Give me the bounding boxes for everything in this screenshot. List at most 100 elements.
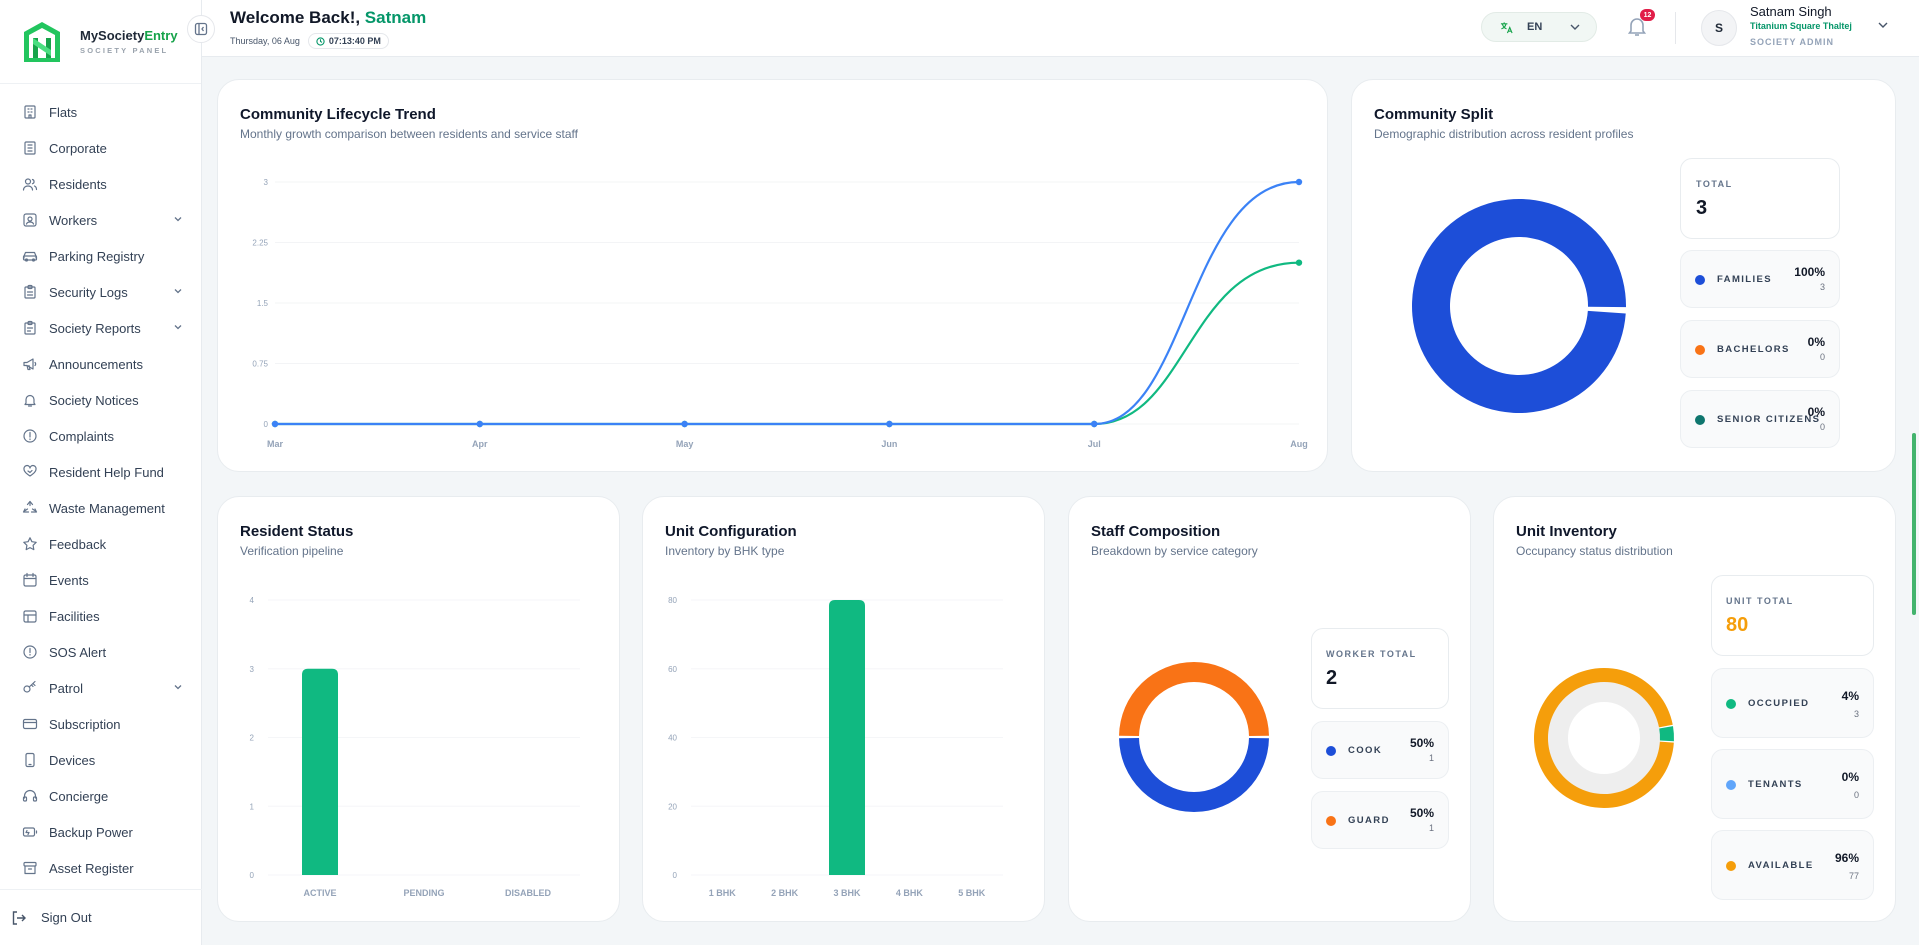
donut-slice bbox=[1659, 726, 1674, 742]
chevron-down-icon bbox=[174, 217, 182, 222]
donut-inner-ring bbox=[1548, 682, 1660, 794]
sidebar-item-complaints[interactable]: Complaints bbox=[0, 418, 201, 454]
profile-name[interactable]: Satnam Singh bbox=[1750, 4, 1832, 19]
legend-count: 0 bbox=[1819, 352, 1825, 362]
series-line bbox=[274, 261, 1300, 426]
sidebar-item-events[interactable]: Events bbox=[0, 562, 201, 598]
sidebar-item-parking-registry[interactable]: Parking Registry bbox=[0, 238, 201, 274]
facility-icon bbox=[22, 608, 38, 624]
card-subtitle: Inventory by BHK type bbox=[665, 544, 785, 558]
current-date: Thursday, 06 Aug bbox=[230, 36, 300, 46]
clock-icon bbox=[316, 36, 325, 46]
legend-percent: 96% bbox=[1834, 851, 1859, 865]
sidebar-item-flats[interactable]: Flats bbox=[0, 94, 201, 130]
x-tick-label: Jul bbox=[1088, 439, 1101, 449]
lifecycle-line-chart: 0 0.75 1.5 2.25 3 Mar Apr May Jun Jul Aug bbox=[252, 178, 1307, 449]
legend-percent: 50% bbox=[1409, 806, 1434, 820]
sidebar-item-asset-register[interactable]: Asset Register bbox=[0, 850, 201, 886]
card-subtitle: Demographic distribution across resident… bbox=[1374, 127, 1634, 141]
card-title: Staff Composition bbox=[1091, 523, 1221, 540]
sidebar-item-society-reports[interactable]: Society Reports bbox=[0, 310, 201, 346]
megaphone-icon bbox=[22, 356, 38, 372]
sidebar-item-corporate[interactable]: Corporate bbox=[0, 130, 201, 166]
legend-count: 77 bbox=[1848, 871, 1859, 881]
worker-total-box: WORKER TOTAL 2 bbox=[1311, 628, 1449, 709]
recycle-icon bbox=[22, 500, 38, 516]
sidebar-toggle-button[interactable] bbox=[187, 15, 215, 43]
avatar[interactable]: S bbox=[1701, 10, 1737, 46]
sidebar-item-resident-help-fund[interactable]: Resident Help Fund bbox=[0, 454, 201, 490]
x-tick-label: DISABLED bbox=[505, 888, 552, 898]
calendar-icon bbox=[22, 572, 38, 588]
legend-item-bachelors: BACHELORS 0% 0 bbox=[1680, 320, 1840, 378]
sidebar-item-concierge[interactable]: Concierge bbox=[0, 778, 201, 814]
sidebar-item-residents[interactable]: Residents bbox=[0, 166, 201, 202]
sidebar-item-label: Concierge bbox=[49, 788, 109, 804]
resident-status-bar-chart: 0 1 2 3 4 ACTIVE PENDING DISABLED bbox=[250, 596, 580, 898]
sidebar-item-label: Society Notices bbox=[49, 392, 139, 408]
unit-inventory-card: Unit Inventory Occupancy status distribu… bbox=[1493, 496, 1896, 922]
y-tick-label: 1 bbox=[250, 802, 255, 811]
sidebar-nav: Flats Corporate Residents Workers Parking Re… bbox=[0, 84, 201, 886]
sos-icon bbox=[22, 644, 38, 660]
sidebar-item-backup-power[interactable]: Backup Power bbox=[0, 814, 201, 850]
report-icon bbox=[22, 320, 38, 336]
bar bbox=[829, 600, 865, 875]
chevron-down-icon bbox=[174, 325, 182, 330]
sign-out-button[interactable]: Sign Out bbox=[0, 889, 202, 945]
stat-value: 2 bbox=[1326, 667, 1338, 689]
brand-subtitle: SOCIETY PANEL bbox=[80, 46, 169, 55]
legend-item-tenants: TENANTS 0% 0 bbox=[1711, 749, 1874, 819]
language-selector[interactable]: EN bbox=[1481, 12, 1597, 42]
y-tick-label: 3 bbox=[250, 665, 255, 674]
star-icon bbox=[22, 536, 38, 552]
legend-percent: 0% bbox=[1807, 335, 1825, 349]
bar bbox=[302, 668, 338, 875]
sidebar-item-devices[interactable]: Devices bbox=[0, 742, 201, 778]
header-divider bbox=[1675, 12, 1676, 44]
legend-dot bbox=[1326, 746, 1336, 756]
unit-configuration-card: Unit Configuration Inventory by BHK type… bbox=[642, 496, 1045, 922]
chevron-down-icon bbox=[174, 685, 182, 690]
stat-label: TOTAL bbox=[1696, 179, 1733, 189]
legend-count: 3 bbox=[1853, 709, 1859, 719]
sidebar-item-label: Parking Registry bbox=[49, 248, 145, 264]
sidebar-item-workers[interactable]: Workers bbox=[0, 202, 201, 238]
legend-percent: 0% bbox=[1841, 770, 1859, 784]
total-stat-box: TOTAL 3 bbox=[1680, 158, 1840, 239]
scrollbar-thumb[interactable] bbox=[1912, 433, 1916, 615]
phone-icon bbox=[22, 752, 38, 768]
stat-label: UNIT TOTAL bbox=[1726, 596, 1794, 606]
data-point bbox=[271, 420, 279, 428]
staff-composition-donut-chart bbox=[1119, 662, 1269, 812]
card-subtitle: Verification pipeline bbox=[240, 544, 344, 558]
brand: MySocietyEntry SOCIETY PANEL bbox=[0, 0, 201, 84]
profile-chevron-down-icon[interactable] bbox=[1878, 22, 1888, 29]
sidebar-item-subscription[interactable]: Subscription bbox=[0, 706, 201, 742]
sidebar-item-facilities[interactable]: Facilities bbox=[0, 598, 201, 634]
sign-out-icon bbox=[11, 910, 27, 926]
y-tick-label: 4 bbox=[250, 596, 255, 605]
sidebar-item-announcements[interactable]: Announcements bbox=[0, 346, 201, 382]
unit-configuration-bar-chart: 0 20 40 60 80 1 BHK 2 BHK 3 BHK 4 BHK 5 BHK bbox=[668, 596, 1003, 898]
sidebar-item-security-logs[interactable]: Security Logs bbox=[0, 274, 201, 310]
unit-inventory-donut-chart bbox=[1534, 668, 1674, 808]
card-title: Community Lifecycle Trend bbox=[240, 106, 436, 123]
sidebar-item-feedback[interactable]: Feedback bbox=[0, 526, 201, 562]
legend-dot bbox=[1726, 780, 1736, 790]
sidebar-item-label: Residents bbox=[49, 176, 107, 192]
language-value: EN bbox=[1527, 21, 1543, 33]
sidebar-item-patrol[interactable]: Patrol bbox=[0, 670, 201, 706]
welcome-heading: Welcome Back!, Satnam bbox=[230, 8, 427, 27]
sidebar-item-label: Workers bbox=[49, 212, 98, 228]
scrollbar[interactable] bbox=[1910, 57, 1919, 945]
card-title: Unit Configuration bbox=[665, 523, 797, 540]
sidebar-item-society-notices[interactable]: Society Notices bbox=[0, 382, 201, 418]
stat-label: WORKER TOTAL bbox=[1326, 649, 1417, 659]
sidebar-item-sos-alert[interactable]: SOS Alert bbox=[0, 634, 201, 670]
sidebar-item-waste-management[interactable]: Waste Management bbox=[0, 490, 201, 526]
notifications-bell-icon[interactable] bbox=[1625, 14, 1649, 38]
legend-item-cook: COOK 50% 1 bbox=[1311, 721, 1449, 779]
x-tick-label: May bbox=[676, 439, 694, 449]
legend-count: 0 bbox=[1819, 422, 1825, 432]
